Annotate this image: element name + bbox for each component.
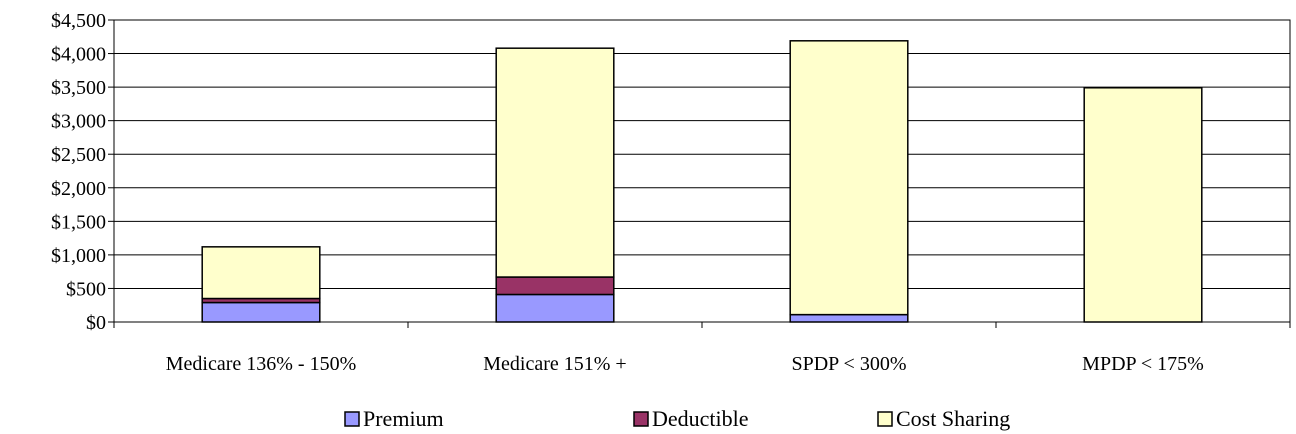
axes — [108, 19, 1291, 328]
legend-swatch — [633, 411, 649, 427]
y-tick-label: $3,500 — [51, 77, 106, 99]
bar-segment-cost-sharing — [1083, 87, 1203, 323]
y-tick-label: $0 — [86, 312, 106, 334]
bar-segment-premium — [495, 293, 615, 323]
x-category-label: MPDP < 175% — [1082, 353, 1204, 375]
bar-segment-cost-sharing — [495, 47, 615, 278]
y-tick-label: $1,500 — [51, 211, 106, 233]
bars — [201, 40, 1203, 323]
y-tick-label: $3,000 — [51, 111, 106, 133]
legend-swatch — [344, 411, 360, 427]
legend-label: Cost Sharing — [896, 406, 1010, 431]
x-category-label: Medicare 151% + — [483, 353, 626, 375]
legend-label: Premium — [363, 406, 444, 431]
legend-swatch — [877, 411, 893, 427]
y-tick-label: $2,500 — [51, 144, 106, 166]
x-category-label: SPDP < 300% — [791, 353, 906, 375]
bar-segment-premium — [201, 301, 321, 323]
x-category-label: Medicare 136% - 150% — [166, 353, 357, 375]
bar-segment-cost-sharing — [201, 246, 321, 300]
y-tick-labels: $0 $500 $1,000 $1,500 $2,000 $2,500 $3,000 $3,5… — [51, 10, 106, 334]
legend: Premium Deductible Cost Sharing — [344, 406, 1010, 431]
bar-segment-deductible — [495, 276, 615, 296]
y-tick-label: $1,000 — [51, 245, 106, 267]
y-tick-label: $4,500 — [51, 10, 106, 32]
legend-label: Deductible — [652, 406, 749, 431]
y-tick-label: $4,000 — [51, 44, 106, 66]
y-tick-label: $500 — [66, 278, 106, 300]
bar-segment-cost-sharing — [789, 40, 909, 316]
y-tick-label: $2,000 — [51, 178, 106, 200]
bar-segment-premium — [789, 313, 909, 323]
x-category-labels: Medicare 136% - 150% Medicare 151% + SPDP … — [166, 353, 1204, 375]
